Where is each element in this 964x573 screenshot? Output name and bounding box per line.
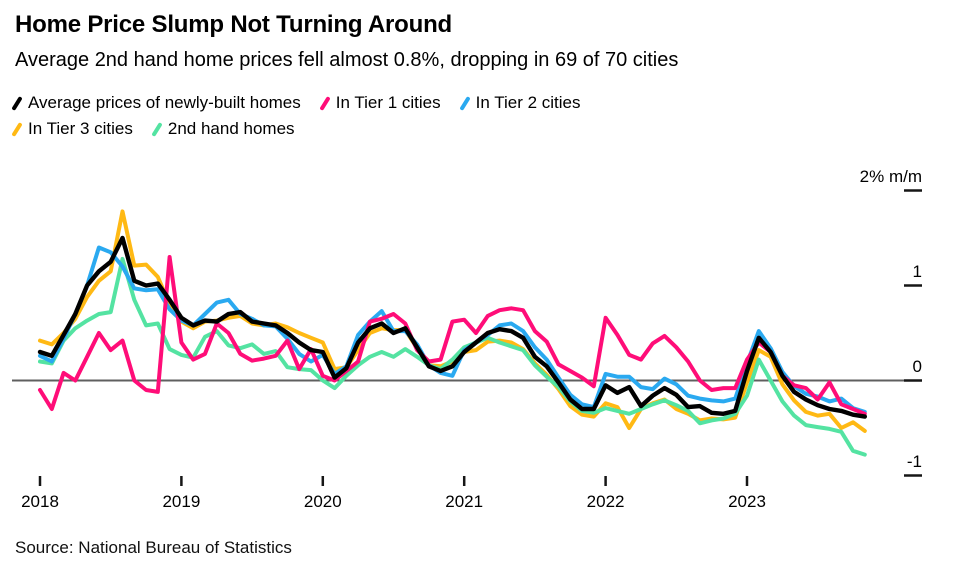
chart-subtitle: Average 2nd hand home prices fell almost… [15,49,679,71]
legend-item-average-prices-of-newly-built-homes: Average prices of newly-built homes [11,93,301,113]
x-axis-label-2019: 2019 [162,492,201,511]
legend-item-in-tier-3-cities: In Tier 3 cities [11,119,133,139]
legend-label: 2nd hand homes [167,119,295,138]
legend-item-2nd-hand-homes: 2nd hand homes [151,119,295,139]
legend-row: Average prices of newly-built homes In Ti… [11,90,581,116]
x-axis-label-2018: 2018 [21,492,59,511]
series-line-new_homes [37,235,867,419]
y-axis-label-1: 1 [912,261,922,281]
legend-label: In Tier 2 cities [475,93,581,112]
legend-label: In Tier 1 cities [335,93,441,112]
y-axis-label-0: 0 [912,356,922,376]
x-axis-label-2020: 2020 [303,492,342,511]
x-axis-label-2023: 2023 [728,492,766,511]
x-axis-label-2021: 2021 [445,492,484,511]
page-title: Home Price Slump Not Turning Around [15,11,453,38]
y-axis-label-2-m-m: 2% m/m [859,166,922,186]
legend-label: Average prices of newly-built homes [28,93,301,112]
series-line-second_hand [38,256,867,457]
legend-item-in-tier-2-cities: In Tier 2 cities [458,93,581,113]
legend-label: In Tier 3 cities [28,119,133,138]
legend-row: In Tier 3 cities 2nd hand homes [11,116,581,142]
legend-item-in-tier-1-cities: In Tier 1 cities [319,93,441,113]
chart-legend: Average prices of newly-built homes In Ti… [11,90,581,142]
source-note: Source: National Bureau of Statistics [15,538,292,557]
y-axis-label-1: -1 [906,451,922,471]
x-axis-label-2022: 2022 [586,492,625,511]
